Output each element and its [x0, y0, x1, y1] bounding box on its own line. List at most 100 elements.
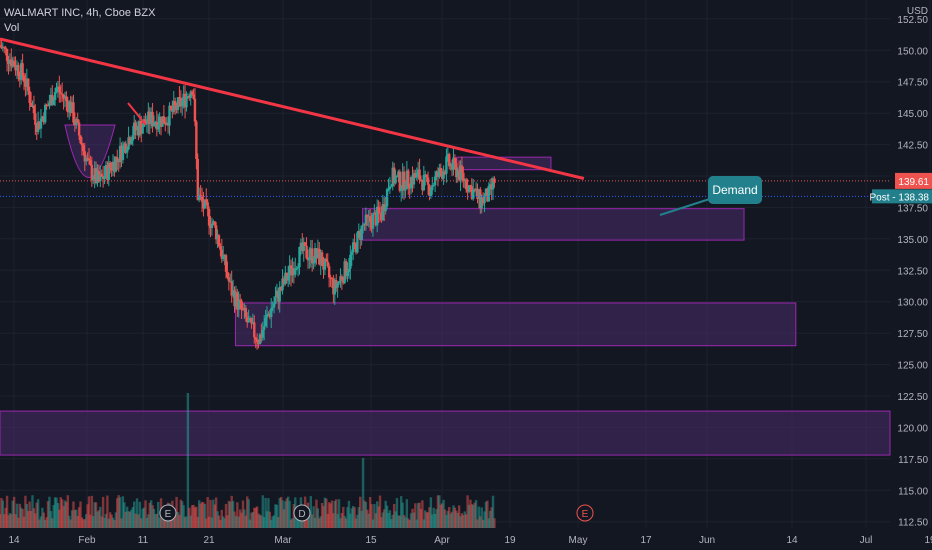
zone-box	[362, 208, 745, 241]
volume-bar	[4, 507, 7, 528]
candle-body	[251, 322, 255, 324]
volume-bar	[60, 499, 64, 528]
candle-body	[384, 206, 387, 212]
volume-bar	[135, 498, 139, 528]
candle-body	[53, 92, 57, 100]
volume-bar	[255, 506, 259, 528]
candle-body	[439, 167, 442, 173]
candle-body	[121, 145, 125, 161]
candle-body	[84, 157, 88, 162]
volume-bar	[207, 516, 211, 528]
candle-body	[217, 235, 221, 247]
volume-bar	[128, 511, 132, 528]
volume-bar	[176, 512, 180, 528]
volume-bar	[305, 519, 308, 528]
volume-bar	[309, 496, 312, 528]
candle-body	[360, 225, 363, 240]
volume-bar	[380, 517, 383, 528]
volume-bar	[487, 518, 490, 528]
candle-body	[206, 202, 209, 209]
volume-bar	[281, 500, 284, 528]
candle-body	[342, 280, 345, 283]
candle-body	[56, 86, 60, 88]
volume-bar	[29, 511, 33, 528]
volume-bar	[3, 514, 6, 528]
volume-bar	[486, 500, 489, 528]
y-tick-label: 120.00	[897, 423, 928, 434]
candle-body	[48, 103, 51, 106]
candle-body	[70, 102, 74, 113]
candle-body	[134, 122, 137, 131]
candle-body	[407, 170, 410, 187]
candle-body	[240, 300, 243, 310]
candle-body	[38, 121, 41, 129]
volume-bar	[291, 518, 294, 528]
candle-body	[222, 255, 225, 259]
candle-body	[380, 213, 383, 220]
candle-body	[4, 47, 7, 50]
volume-bar	[65, 501, 68, 528]
candle-body	[350, 252, 353, 255]
candle-body	[106, 165, 109, 181]
candle-body	[484, 188, 488, 196]
volume-bar	[192, 504, 195, 528]
volume-bar	[264, 497, 267, 528]
candle-body	[120, 145, 123, 161]
candle-body	[285, 272, 288, 281]
volume-label: Vol	[4, 22, 20, 34]
volume-bar	[371, 519, 375, 528]
volume-bar	[370, 504, 373, 528]
volume-bar	[190, 505, 194, 528]
volume-bar	[233, 511, 236, 528]
volume-bar	[77, 507, 81, 528]
volume-bar	[421, 500, 424, 528]
volume-bar	[402, 515, 406, 528]
candle-body	[387, 189, 390, 191]
candle-body	[493, 178, 496, 183]
candle-body	[491, 178, 495, 190]
volume-bar	[292, 504, 296, 528]
candle-body	[428, 184, 431, 197]
volume-bar	[1, 500, 5, 528]
candle-body	[205, 199, 208, 203]
volume-bar	[79, 501, 82, 528]
volume-bar	[344, 518, 348, 528]
candle-body	[148, 111, 151, 125]
candle-body	[140, 121, 143, 134]
candle-body	[131, 135, 134, 141]
candle-body	[313, 248, 317, 263]
volume-bar	[394, 511, 397, 528]
volume-bar	[353, 507, 356, 528]
volume-bar	[125, 506, 129, 528]
pattern-mark	[127, 102, 147, 126]
volume-bar	[404, 517, 407, 528]
volume-bar	[330, 500, 334, 528]
candle-body	[274, 297, 277, 304]
candle-body	[267, 313, 270, 315]
zone-box	[0, 410, 891, 456]
candle-body	[124, 143, 127, 153]
volume-bar	[349, 513, 352, 528]
candle-body	[261, 329, 264, 338]
volume-bar	[254, 507, 257, 528]
volume-bar	[197, 500, 201, 528]
volume-bar	[236, 502, 239, 528]
volume-bar	[450, 511, 454, 528]
volume-bar	[203, 504, 207, 528]
candle-body	[470, 186, 474, 199]
volume-bar	[15, 503, 19, 528]
volume-bar	[244, 515, 248, 528]
y-tick-label: 122.50	[897, 392, 928, 403]
candle-body	[303, 242, 307, 246]
candle-body	[82, 145, 85, 152]
volume-bar	[271, 516, 274, 528]
volume-bar	[230, 495, 233, 528]
volume-bar	[154, 514, 157, 528]
volume-bar	[18, 503, 21, 528]
volume-bar	[58, 509, 61, 528]
candle-body	[271, 307, 274, 309]
volume-bar	[346, 507, 349, 528]
volume-bar	[470, 504, 474, 528]
candle-body	[391, 167, 394, 187]
